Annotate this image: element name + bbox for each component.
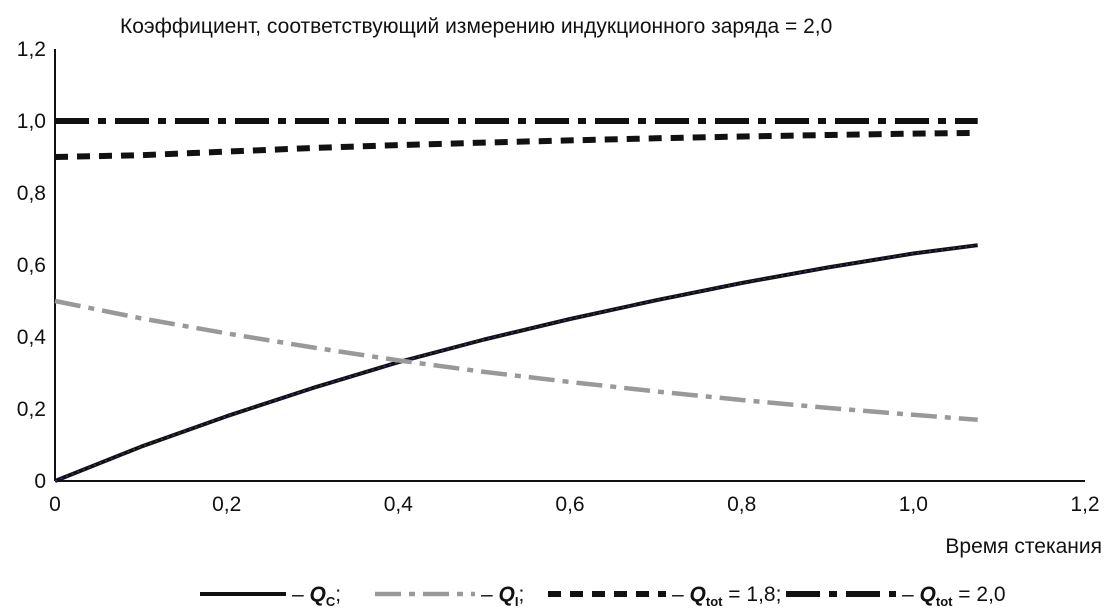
tick-labels: 0 0,2 0,4 0,6 0,8 1,0 1,2 0 0,2 0,4 0,6 0,8 1,0 1,2 [17, 38, 1100, 516]
series-line-qc-overlay [54, 244, 978, 482]
series-line-qtot18 [54, 129, 978, 160]
legend: – QC; – QI; – Qtot = 1,8; – Qtot = 2,0 [200, 583, 1006, 609]
y-tick-label: 0,8 [17, 182, 46, 205]
y-tick-label: 1,0 [17, 110, 46, 133]
legend-label-qtot20: – Qtot = 2,0 [902, 583, 1006, 609]
y-tick-label: 1,2 [17, 38, 46, 61]
series-line-qc [54, 243, 978, 483]
y-tick-label: 0,4 [17, 326, 47, 349]
series-line-qi [54, 298, 978, 423]
chart-title: Коэффициент, соответствующий измерению и… [120, 15, 832, 38]
legend-label-qi: – QI; [481, 583, 524, 609]
y-tick-label: 0 [34, 470, 46, 493]
series-lines [54, 118, 978, 483]
legend-label-qtot18: – Qtot = 1,8; [672, 583, 781, 609]
x-axis-label: Время стекания [945, 535, 1102, 558]
x-tick-label: 0,6 [555, 493, 584, 516]
x-tick-label: 1,2 [1070, 493, 1099, 516]
y-tick-label: 0,2 [17, 398, 46, 421]
y-tick-label: 0,6 [17, 254, 46, 277]
x-tick-label: 0,4 [384, 493, 414, 516]
legend-label-qc: – QC; [292, 583, 341, 609]
x-tick-label: 0,2 [212, 493, 241, 516]
x-tick-label: 0,8 [727, 493, 756, 516]
x-tick-label: 0 [49, 493, 61, 516]
x-tick-label: 1,0 [899, 493, 928, 516]
